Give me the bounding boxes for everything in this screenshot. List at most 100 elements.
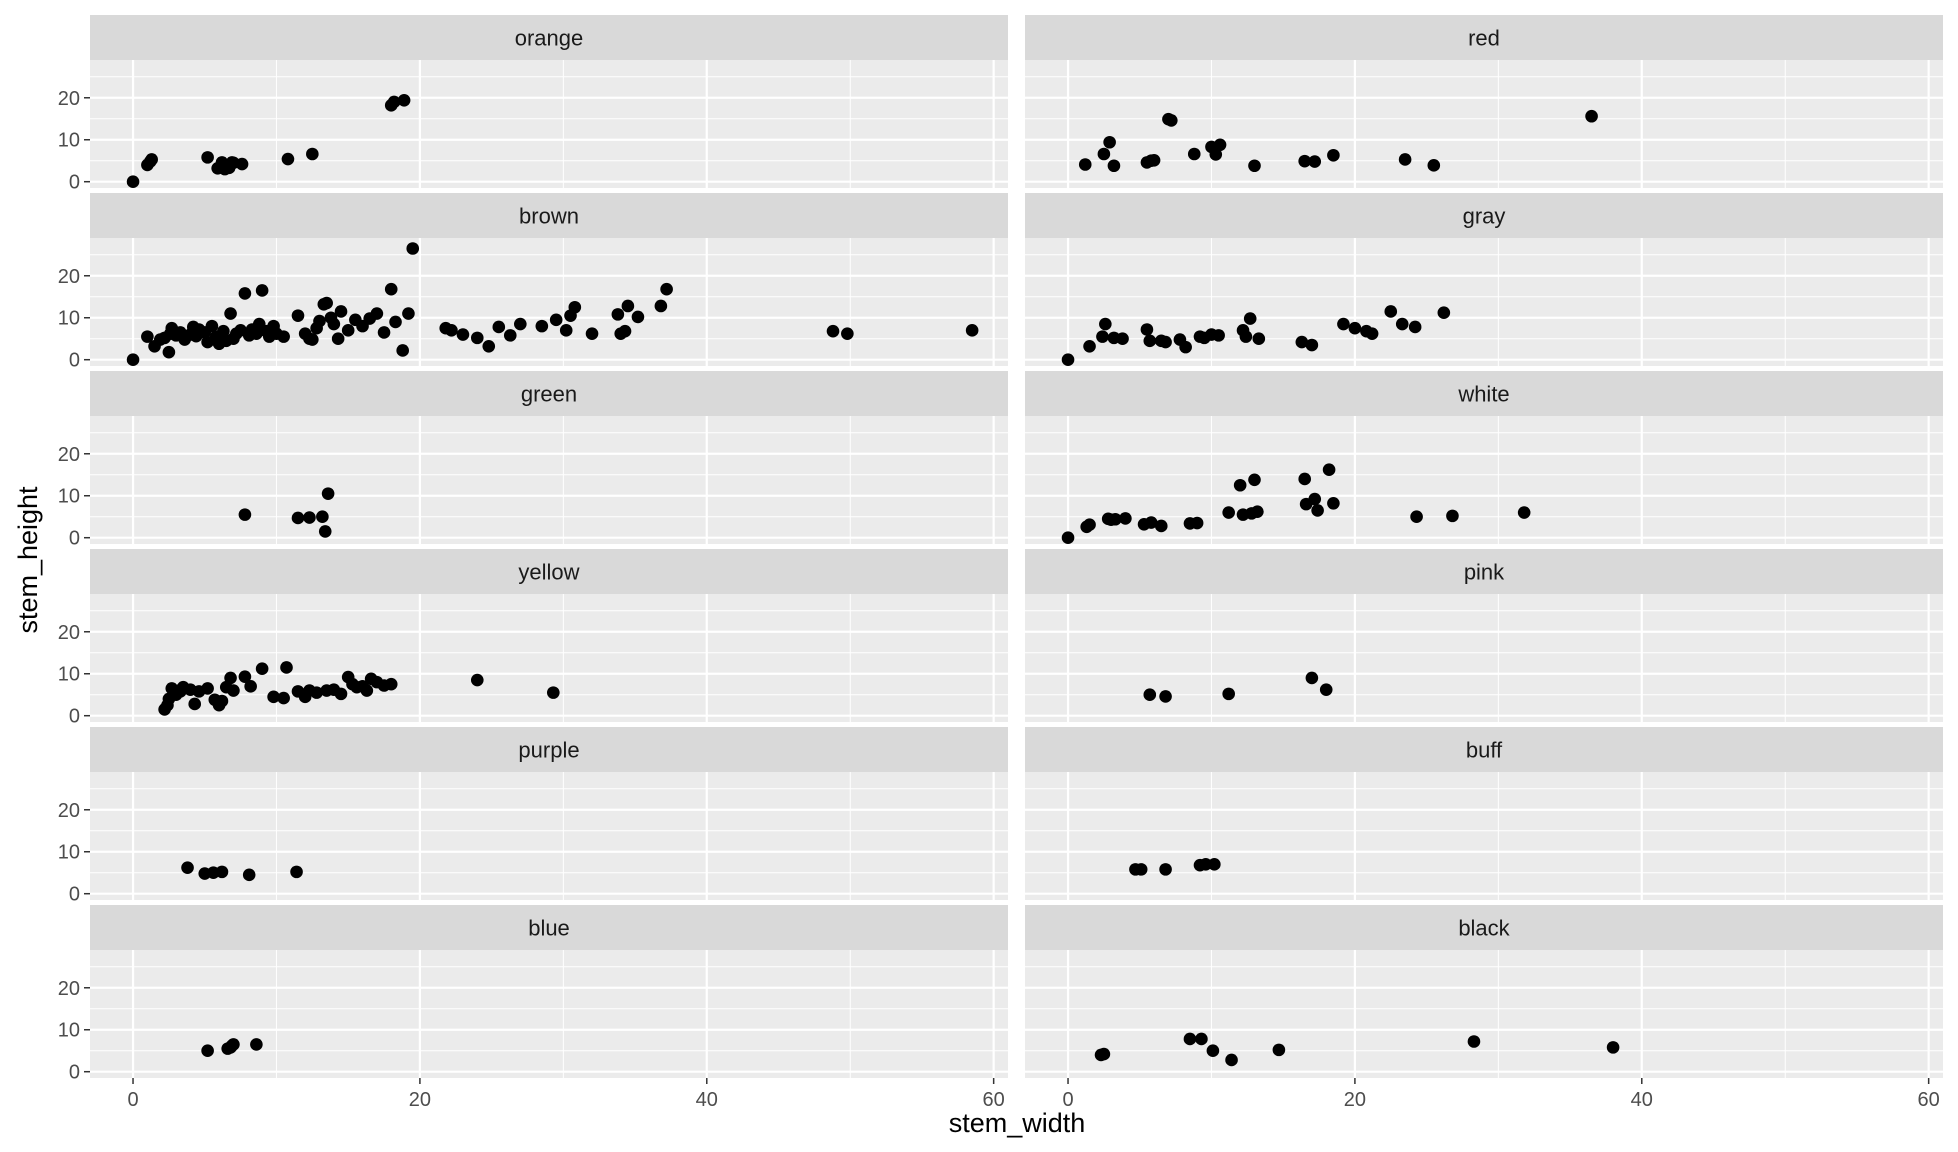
data-point bbox=[549, 313, 563, 327]
y-tick-label: 10 bbox=[58, 1020, 80, 1042]
data-point bbox=[1305, 338, 1319, 352]
data-point bbox=[1097, 1047, 1111, 1061]
facet-strip-label: brown bbox=[519, 204, 579, 229]
data-point bbox=[1446, 509, 1459, 523]
data-point bbox=[654, 299, 668, 313]
facet-strip bbox=[90, 193, 1008, 238]
facet-strip bbox=[1025, 371, 1943, 416]
data-point bbox=[1295, 335, 1309, 349]
data-point bbox=[1097, 147, 1111, 161]
data-point bbox=[1061, 353, 1075, 367]
data-point bbox=[242, 868, 256, 882]
facet-strip-label: orange bbox=[515, 26, 584, 51]
data-point bbox=[1311, 504, 1324, 517]
data-point bbox=[841, 327, 854, 340]
data-point bbox=[224, 307, 237, 320]
facet-strip-label: purple bbox=[518, 738, 579, 763]
panel-background bbox=[90, 772, 1008, 900]
facet-strip bbox=[1025, 15, 1943, 60]
data-point bbox=[470, 331, 484, 345]
points-green bbox=[238, 487, 335, 538]
data-point bbox=[1187, 147, 1201, 161]
data-point bbox=[1298, 154, 1312, 168]
x-tick-label: 60 bbox=[1918, 1089, 1940, 1111]
facets: orange red brown gray green white yellow pink pu… bbox=[90, 15, 1943, 1078]
gridlines bbox=[90, 416, 1008, 544]
facet-red: red bbox=[1025, 15, 1943, 188]
data-point bbox=[1410, 510, 1423, 524]
data-point bbox=[482, 339, 496, 353]
data-point bbox=[547, 686, 560, 699]
data-point bbox=[244, 680, 257, 693]
data-point bbox=[255, 662, 269, 676]
data-point bbox=[1134, 863, 1148, 876]
y-axis-orange: 0 10 20 bbox=[58, 88, 90, 194]
facet-buff: buff bbox=[1025, 727, 1943, 900]
facet-strip bbox=[1025, 905, 1943, 950]
data-point bbox=[227, 1038, 240, 1051]
data-point bbox=[492, 320, 506, 334]
data-point bbox=[215, 694, 229, 708]
y-tick-label: 20 bbox=[58, 622, 80, 644]
data-point bbox=[387, 95, 401, 109]
y-tick-label: 20 bbox=[58, 88, 80, 110]
y-tick-label: 20 bbox=[58, 444, 80, 466]
data-point bbox=[826, 324, 840, 338]
data-point bbox=[1109, 512, 1122, 526]
panel-background bbox=[1025, 60, 1943, 188]
data-point bbox=[1243, 312, 1257, 325]
data-point bbox=[205, 319, 219, 333]
data-point bbox=[445, 324, 458, 337]
data-point bbox=[1248, 159, 1261, 173]
x-tick-label: 20 bbox=[1344, 1089, 1366, 1111]
data-point bbox=[503, 329, 517, 342]
gridlines bbox=[90, 950, 1008, 1078]
data-point bbox=[277, 330, 290, 343]
data-point bbox=[631, 310, 645, 324]
data-point bbox=[1233, 478, 1247, 492]
y-axis-yellow: 0 10 20 bbox=[58, 622, 90, 728]
y-tick-label: 20 bbox=[58, 800, 80, 822]
x-axis-title: stem_width bbox=[949, 1108, 1086, 1138]
data-point bbox=[1213, 138, 1227, 152]
facet-brown: brown bbox=[90, 193, 1008, 367]
data-point bbox=[384, 677, 398, 691]
facet-gray: gray bbox=[1025, 193, 1943, 367]
gridlines bbox=[1025, 772, 1943, 900]
data-point bbox=[224, 671, 237, 685]
facet-strip-label: green bbox=[521, 382, 577, 407]
x-tick-label: 40 bbox=[1631, 1089, 1653, 1111]
facet-strip-label: blue bbox=[528, 916, 570, 941]
facet-strip bbox=[90, 15, 1008, 60]
data-point bbox=[1144, 516, 1158, 529]
data-point bbox=[514, 317, 527, 331]
data-point bbox=[250, 1038, 263, 1051]
data-point bbox=[559, 324, 573, 337]
data-point bbox=[1107, 159, 1121, 173]
data-point bbox=[303, 511, 316, 524]
data-point bbox=[334, 687, 348, 701]
y-axes: 0 10 20 0 10 20 0 10 20 0 10 20 0 10 20 0 10 20 bbox=[58, 88, 90, 1084]
data-point bbox=[1096, 330, 1109, 343]
data-point bbox=[341, 324, 355, 337]
y-tick-label: 10 bbox=[58, 842, 80, 864]
y-tick-label: 10 bbox=[58, 130, 80, 152]
x-tick-label: 60 bbox=[983, 1089, 1005, 1111]
data-point bbox=[217, 324, 230, 338]
gridlines bbox=[90, 594, 1008, 722]
data-point bbox=[1212, 329, 1225, 342]
data-point bbox=[1298, 472, 1312, 486]
data-point bbox=[255, 284, 269, 297]
data-point bbox=[389, 315, 402, 329]
y-axis-blue: 0 10 20 bbox=[58, 978, 90, 1084]
y-tick-label: 20 bbox=[58, 978, 80, 1000]
facet-strip-label: buff bbox=[1466, 738, 1503, 763]
data-point bbox=[1208, 858, 1221, 871]
x-axis-blue: 0 20 40 60 bbox=[127, 1078, 1005, 1111]
data-point bbox=[181, 861, 194, 874]
facet-strip-label: gray bbox=[1463, 204, 1506, 229]
data-point bbox=[396, 344, 409, 357]
data-point bbox=[535, 319, 549, 333]
data-point bbox=[1239, 330, 1253, 343]
data-point bbox=[621, 299, 635, 313]
